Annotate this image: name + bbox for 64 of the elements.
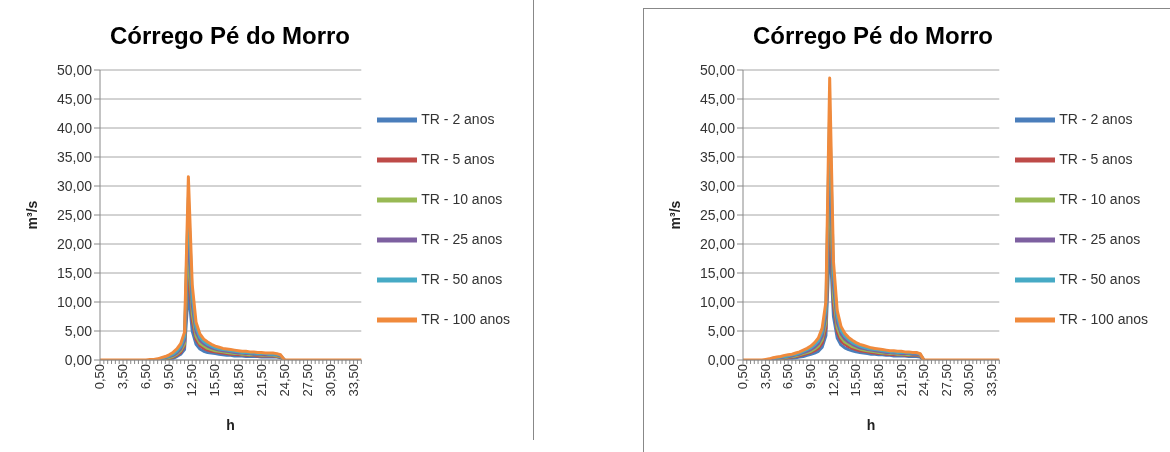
x-tick-label: 24,50: [916, 364, 932, 397]
legend-label: TR - 100 anos: [421, 310, 510, 327]
x-tick-label: 30,50: [961, 364, 977, 397]
legend-label: TR - 10 anos: [1059, 190, 1141, 207]
y-tick-label: 20,00: [699, 235, 736, 252]
legend-label: TR - 2 anos: [1059, 110, 1133, 127]
legend-label: TR - 10 anos: [421, 190, 503, 207]
chart-title: Córrego Pé do Morro: [752, 22, 994, 50]
y-tick-label: 45,00: [699, 90, 736, 107]
x-tick-label: 3,50: [757, 364, 773, 390]
x-tick-label: 3,50: [115, 364, 131, 390]
y-tick-label: 35,00: [699, 148, 736, 165]
y-tick-label: 10,00: [699, 293, 736, 310]
x-tick-label: 27,50: [299, 364, 315, 397]
x-tick-label: 9,50: [803, 364, 819, 390]
x-tick-label: 0,50: [92, 364, 108, 390]
x-tick-label: 18,50: [230, 364, 246, 397]
legend-label: TR - 50 anos: [1059, 270, 1141, 287]
x-axis-title: h: [866, 417, 876, 433]
x-tick-label: 33,50: [345, 364, 361, 397]
y-tick-label: 40,00: [56, 119, 93, 136]
y-tick-label: 50,00: [56, 61, 93, 78]
x-tick-label: 9,50: [161, 364, 177, 390]
y-axis-title: m³/s: [666, 200, 683, 230]
y-tick-label: 35,00: [56, 148, 93, 165]
x-tick-label: 30,50: [322, 364, 338, 397]
y-tick-label: 25,00: [699, 206, 736, 223]
y-tick-label: 40,00: [699, 119, 736, 136]
y-tick-label: 50,00: [699, 61, 736, 78]
x-tick-label: 21,50: [253, 364, 269, 397]
y-tick-label: 45,00: [56, 90, 93, 107]
y-tick-label: 20,00: [56, 235, 93, 252]
x-tick-label: 21,50: [893, 364, 909, 397]
x-tick-label: 15,50: [207, 364, 223, 397]
y-tick-label: 30,00: [699, 177, 736, 194]
legend-label: TR - 25 anos: [1059, 230, 1141, 247]
y-tick-label: 15,00: [56, 264, 93, 281]
y-tick-label: 15,00: [699, 264, 736, 281]
y-tick-label: 0,00: [707, 351, 736, 368]
y-tick-label: 5,00: [64, 322, 93, 339]
y-tick-label: 25,00: [56, 206, 93, 223]
legend-label: TR - 100 anos: [1059, 310, 1148, 327]
chart-title: Córrego Pé do Morro: [109, 22, 351, 50]
x-tick-label: 24,50: [276, 364, 292, 397]
legend-label: TR - 2 anos: [421, 110, 495, 127]
legend-label: TR - 25 anos: [421, 230, 503, 247]
y-axis-title: m³/s: [23, 200, 40, 230]
x-tick-label: 15,50: [848, 364, 864, 397]
legend-label: TR - 5 anos: [1059, 150, 1133, 167]
x-tick-label: 12,50: [184, 364, 200, 397]
x-tick-label: 0,50: [735, 364, 751, 390]
x-tick-label: 18,50: [870, 364, 886, 397]
x-tick-label: 33,50: [983, 364, 999, 397]
x-tick-label: 27,50: [938, 364, 954, 397]
y-tick-label: 10,00: [56, 293, 93, 310]
legend-label: TR - 5 anos: [421, 150, 495, 167]
y-tick-label: 5,00: [707, 322, 736, 339]
y-tick-label: 30,00: [56, 177, 93, 194]
x-tick-label: 12,50: [825, 364, 841, 397]
legend-label: TR - 50 anos: [421, 270, 503, 287]
x-axis-title: h: [226, 417, 235, 433]
x-tick-label: 6,50: [780, 364, 796, 390]
x-tick-label: 6,50: [138, 364, 154, 390]
y-tick-label: 0,00: [64, 351, 93, 368]
